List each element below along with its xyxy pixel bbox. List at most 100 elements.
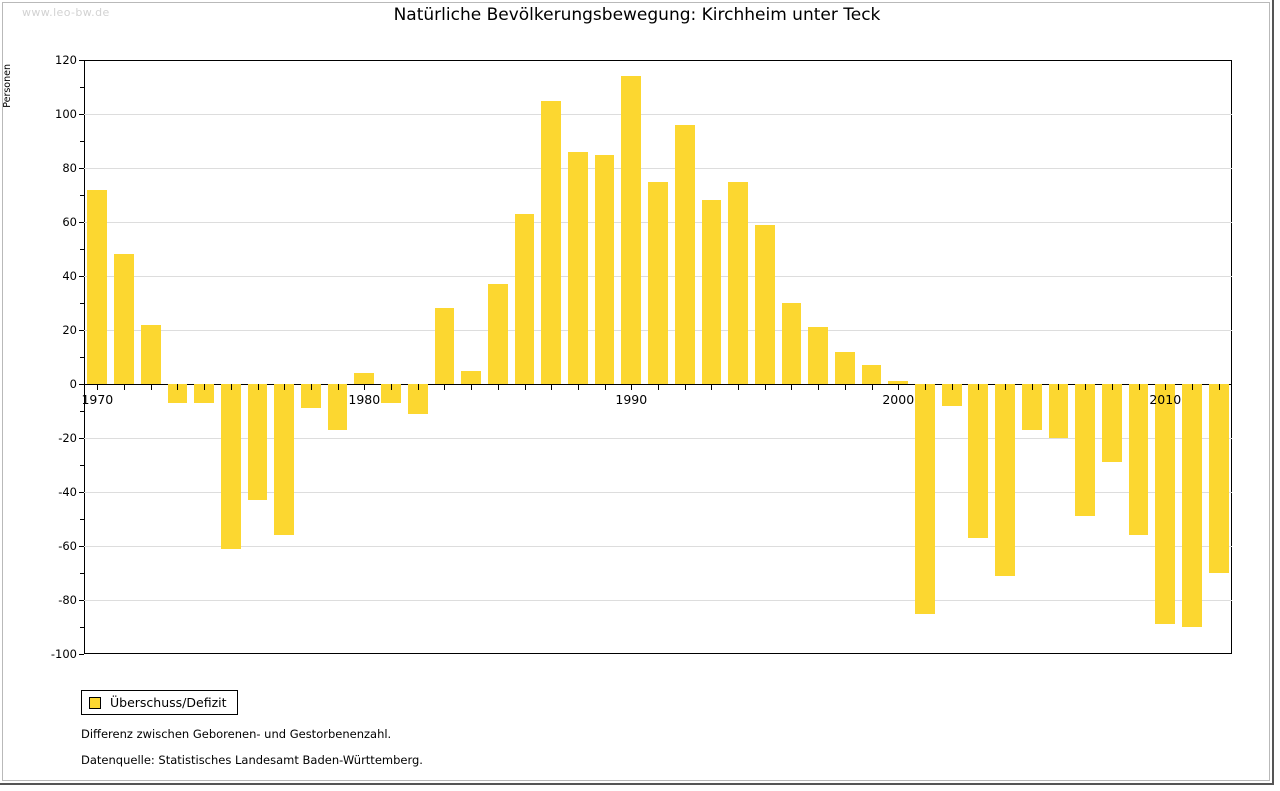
y-tick-mark-minor xyxy=(80,303,84,304)
bar[interactable] xyxy=(487,284,508,384)
bar[interactable] xyxy=(167,384,188,403)
x-tick-mark xyxy=(978,384,980,390)
bar[interactable] xyxy=(701,200,722,384)
gridline xyxy=(84,438,1232,439)
y-tick-label: -40 xyxy=(58,485,77,499)
bar[interactable] xyxy=(327,384,348,430)
y-tick-mark xyxy=(79,276,84,277)
bar[interactable] xyxy=(407,384,428,414)
x-tick-mark xyxy=(337,384,339,390)
bar[interactable] xyxy=(968,384,989,538)
x-tick-mark xyxy=(230,384,232,390)
y-tick-mark-minor xyxy=(80,465,84,466)
y-tick-mark xyxy=(79,168,84,169)
x-tick-mark xyxy=(1138,384,1140,390)
bar[interactable] xyxy=(1182,384,1202,627)
y-tick-label: -100 xyxy=(50,647,77,661)
bar[interactable] xyxy=(674,124,695,384)
bar[interactable] xyxy=(835,351,855,384)
bar[interactable] xyxy=(621,76,642,384)
page-title: Natürliche Bevölkerungsbewegung: Kirchhe… xyxy=(393,5,881,25)
plot-bottom-border xyxy=(84,653,1232,654)
bar[interactable] xyxy=(87,189,108,384)
y-tick-mark-minor xyxy=(80,141,84,142)
x-tick-mark xyxy=(764,384,766,390)
bar[interactable] xyxy=(461,370,481,384)
bar[interactable] xyxy=(381,384,401,403)
x-tick-mark xyxy=(417,384,419,390)
y-tick-mark xyxy=(79,492,84,493)
bar[interactable] xyxy=(781,303,802,384)
bar[interactable] xyxy=(301,384,321,409)
bar[interactable] xyxy=(754,224,775,384)
plot-area: 120 100 80 60 40 20 0 -20 -40 -60 -80 -100 1970 1980 1… xyxy=(51,53,1232,661)
x-tick-mark xyxy=(391,384,393,390)
bar[interactable] xyxy=(354,373,375,384)
x-tick-mark xyxy=(284,384,286,390)
x-tick-mark xyxy=(577,384,579,390)
bar[interactable] xyxy=(514,213,535,384)
x-tick-mark xyxy=(364,384,366,390)
chart-legend: Überschuss/Defizit xyxy=(81,690,238,715)
bar[interactable] xyxy=(888,381,909,384)
x-tick-mark xyxy=(310,384,312,390)
y-tick-label: 100 xyxy=(55,107,77,121)
bar[interactable] xyxy=(568,151,588,384)
bar[interactable] xyxy=(220,384,241,549)
bar[interactable] xyxy=(808,327,829,384)
x-tick-mark xyxy=(204,384,206,390)
bar[interactable] xyxy=(274,384,295,536)
x-tick-mark xyxy=(1031,384,1033,390)
y-tick-label: 40 xyxy=(62,269,77,283)
gridline xyxy=(84,546,1232,547)
y-tick-mark-minor xyxy=(80,411,84,412)
bar[interactable] xyxy=(1155,384,1176,625)
bar[interactable] xyxy=(648,181,668,384)
bar[interactable] xyxy=(1048,384,1069,438)
x-tick-mark xyxy=(97,384,99,390)
y-tick-mark xyxy=(79,60,84,61)
x-tick-label: 1970 xyxy=(81,392,114,407)
bar[interactable] xyxy=(1101,384,1122,463)
bar[interactable] xyxy=(114,254,134,384)
bar[interactable] xyxy=(434,308,455,384)
x-tick-label: 1990 xyxy=(615,392,648,407)
x-tick-mark xyxy=(497,384,499,390)
y-axis-label: Personen xyxy=(2,64,13,108)
footnote-definition: Differenz zwischen Geborenen- und Gestor… xyxy=(81,727,392,741)
x-tick-mark xyxy=(791,384,793,390)
x-tick-mark xyxy=(738,384,740,390)
y-tick-mark xyxy=(79,114,84,115)
bar[interactable] xyxy=(1075,384,1096,517)
y-tick-mark-minor xyxy=(80,195,84,196)
bar[interactable] xyxy=(140,324,161,384)
bar[interactable] xyxy=(194,384,214,403)
bar[interactable] xyxy=(941,384,962,406)
y-tick-label: 80 xyxy=(62,161,77,175)
bar[interactable] xyxy=(541,100,562,384)
y-tick-mark-minor xyxy=(80,519,84,520)
x-tick-mark xyxy=(684,384,686,390)
y-tick-mark-minor xyxy=(80,87,84,88)
bar[interactable] xyxy=(915,384,935,614)
bar[interactable] xyxy=(1208,384,1229,573)
x-tick-mark xyxy=(1085,384,1087,390)
gridline xyxy=(84,600,1232,601)
footnote-source: Datenquelle: Statistisches Landesamt Bad… xyxy=(81,753,423,767)
bar[interactable] xyxy=(594,154,615,384)
bar[interactable] xyxy=(1021,384,1042,430)
y-tick-mark-minor xyxy=(80,357,84,358)
bar[interactable] xyxy=(247,384,268,501)
y-tick-label: -80 xyxy=(58,593,77,607)
bar[interactable] xyxy=(1128,384,1149,536)
x-tick-mark xyxy=(444,384,446,390)
bar[interactable] xyxy=(995,384,1015,576)
x-tick-mark xyxy=(177,384,179,390)
y-tick-mark-minor xyxy=(80,573,84,574)
x-tick-mark xyxy=(551,384,553,390)
plot-top-border xyxy=(84,60,1232,61)
x-tick-label: 2010 xyxy=(1149,392,1182,407)
y-tick-label: -60 xyxy=(58,539,77,553)
bar[interactable] xyxy=(861,365,882,384)
bar[interactable] xyxy=(728,181,748,384)
